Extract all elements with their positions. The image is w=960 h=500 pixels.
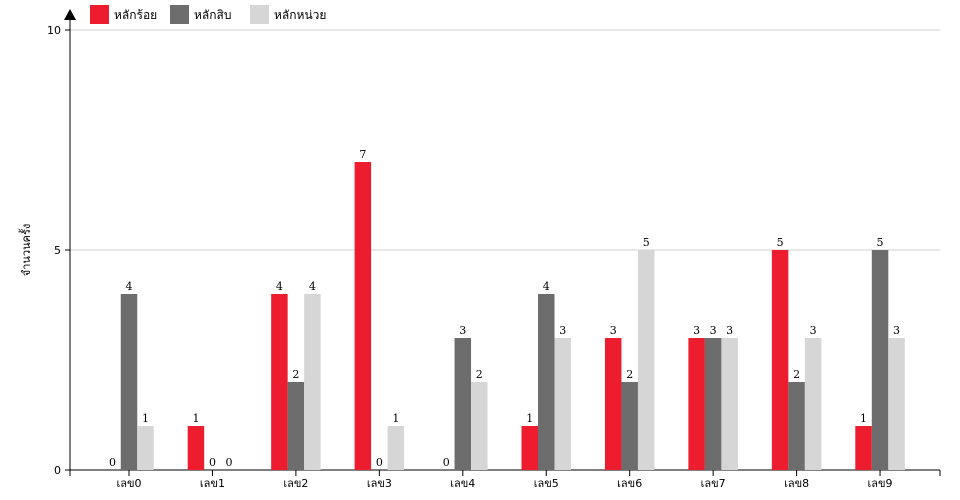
data-label: 1 (142, 412, 149, 425)
bar (704, 338, 722, 470)
bar (387, 426, 405, 470)
data-label: 2 (793, 368, 800, 381)
data-label: 1 (860, 412, 867, 425)
legend-label: หลักร้อย (114, 8, 157, 22)
x-tick-label: เลข2 (283, 477, 308, 490)
legend-label: หลักสิบ (194, 8, 231, 22)
bar (637, 250, 655, 470)
data-label: 7 (359, 148, 366, 161)
data-label: 0 (443, 456, 450, 469)
data-label: 4 (543, 280, 550, 293)
bar (471, 382, 488, 470)
bar (788, 382, 805, 470)
data-label: 0 (376, 456, 383, 469)
x-tick-label: เลข4 (450, 477, 475, 490)
bar (804, 338, 822, 470)
data-label: 5 (877, 236, 884, 249)
data-label: 5 (643, 236, 650, 249)
bar (688, 338, 705, 470)
bar (621, 382, 638, 470)
bar (454, 338, 472, 470)
bar (120, 294, 138, 470)
x-tick-label: เลข1 (200, 477, 225, 490)
data-label: 1 (526, 412, 533, 425)
x-tick-label: เลข9 (868, 477, 893, 490)
y-tick-label: 0 (54, 464, 61, 477)
x-tick-label: เลข8 (784, 477, 809, 490)
bar (187, 426, 205, 470)
data-label: 3 (893, 324, 900, 337)
data-label: 3 (559, 324, 566, 337)
data-label: 1 (392, 412, 399, 425)
bar (354, 162, 372, 470)
bar (721, 338, 738, 470)
data-label: 1 (192, 412, 199, 425)
bar (871, 250, 889, 470)
bar (287, 382, 305, 470)
data-label: 4 (126, 280, 133, 293)
x-tick-label: เลข5 (534, 477, 559, 490)
data-label: 4 (309, 280, 316, 293)
x-tick-label: เลข3 (367, 477, 392, 490)
data-label: 2 (476, 368, 483, 381)
data-label: 0 (209, 456, 216, 469)
bar (271, 294, 288, 470)
y-tick-label: 10 (47, 24, 61, 37)
x-tick-label: เลข0 (116, 477, 141, 490)
data-label: 0 (225, 456, 232, 469)
bar (304, 294, 321, 470)
y-axis-arrow-icon (64, 9, 76, 20)
data-label: 3 (459, 324, 466, 337)
bar (855, 426, 872, 470)
bar (604, 338, 622, 470)
bar (137, 426, 154, 470)
data-label: 3 (810, 324, 817, 337)
data-label: 3 (610, 324, 617, 337)
y-axis-label: จำนวนครั้ง (18, 224, 33, 276)
data-label: 3 (710, 324, 717, 337)
data-label: 2 (292, 368, 299, 381)
x-tick-label: เลข6 (617, 477, 642, 490)
data-label: 3 (693, 324, 700, 337)
bar (888, 338, 905, 470)
data-label: 4 (276, 280, 283, 293)
legend-label: หลักหน่วย (274, 8, 326, 22)
bar (521, 426, 538, 470)
y-tick-label: 5 (54, 244, 61, 257)
bar (538, 294, 555, 470)
legend-swatch (250, 5, 269, 24)
legend-swatch (90, 5, 109, 24)
bar (771, 250, 789, 470)
data-label: 3 (726, 324, 733, 337)
data-label: 5 (777, 236, 784, 249)
bar (554, 338, 571, 470)
legend-swatch (170, 5, 189, 24)
data-label: 0 (109, 456, 116, 469)
x-tick-label: เลข7 (701, 477, 726, 490)
data-label: 2 (626, 368, 633, 381)
